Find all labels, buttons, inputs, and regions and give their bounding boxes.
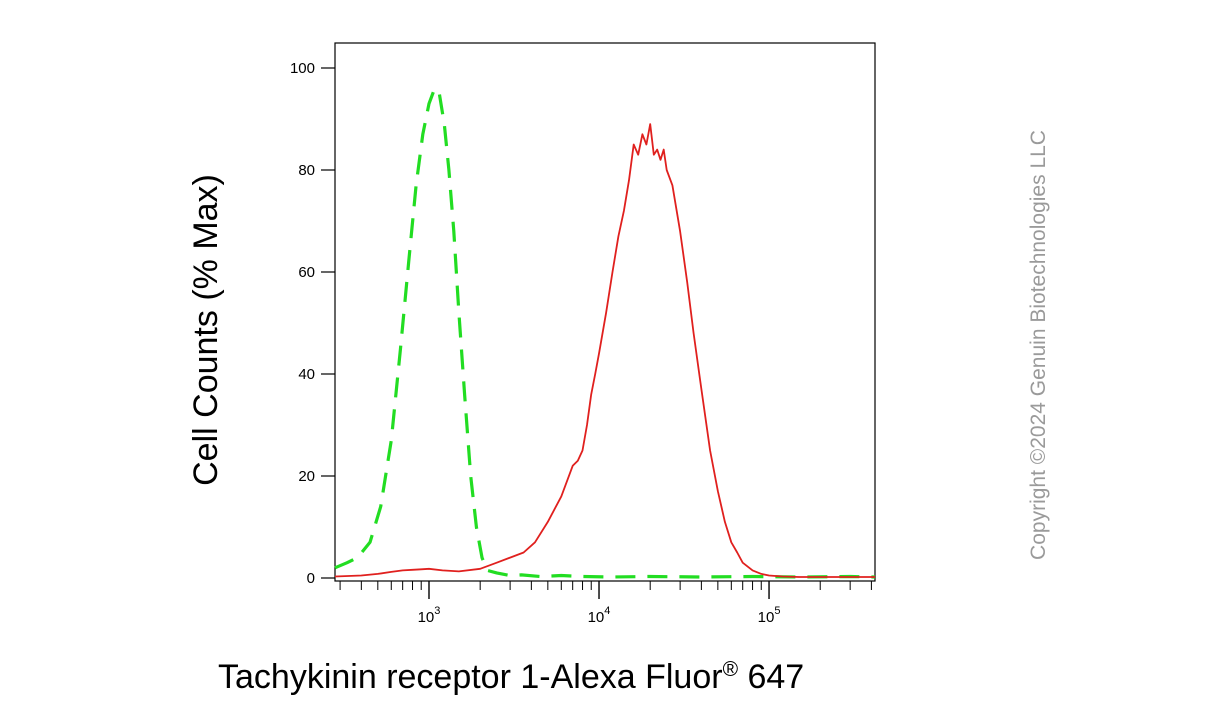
x-tick-label-base: 10 bbox=[418, 609, 435, 626]
y-tick-label: 80 bbox=[298, 162, 315, 179]
x-axis-title: Tachykinin receptor 1-Alexa Fluor® 647 bbox=[218, 658, 804, 696]
y-axis-title: Cell Counts (% Max) bbox=[187, 174, 225, 486]
x-tick-label-base: 10 bbox=[758, 609, 775, 626]
x-tick-label-base: 10 bbox=[588, 609, 605, 626]
y-tick-label: 0 bbox=[307, 570, 315, 587]
x-axis-title-suffix: 647 bbox=[738, 658, 804, 696]
x-tick-label-exponent: 4 bbox=[604, 605, 610, 617]
isotype-control-series bbox=[334, 86, 876, 579]
stained-sample-series bbox=[334, 123, 875, 578]
y-tick-label: 40 bbox=[298, 366, 315, 383]
plot-frame bbox=[334, 42, 876, 582]
x-tick-label: 104 bbox=[588, 605, 611, 626]
x-tick-label-exponent: 3 bbox=[434, 605, 440, 617]
x-tick-label: 103 bbox=[418, 605, 441, 626]
x-tick-label: 105 bbox=[758, 605, 781, 626]
y-tick-label: 100 bbox=[290, 60, 315, 77]
copyright-watermark: Copyright ©2024 Genuin Biotechnologies L… bbox=[1027, 130, 1050, 560]
x-axis: 103 104 105 bbox=[339, 581, 872, 626]
y-tick-label: 60 bbox=[298, 264, 315, 281]
y-tick-label: 20 bbox=[298, 468, 315, 485]
x-axis-title-registered-mark: ® bbox=[723, 658, 739, 681]
x-tick-label-exponent: 5 bbox=[774, 605, 780, 617]
y-axis: 0 20 40 60 80 100 bbox=[290, 60, 335, 587]
series-layer bbox=[334, 86, 876, 579]
x-axis-title-main: Tachykinin receptor 1-Alexa Fluor bbox=[218, 658, 723, 696]
